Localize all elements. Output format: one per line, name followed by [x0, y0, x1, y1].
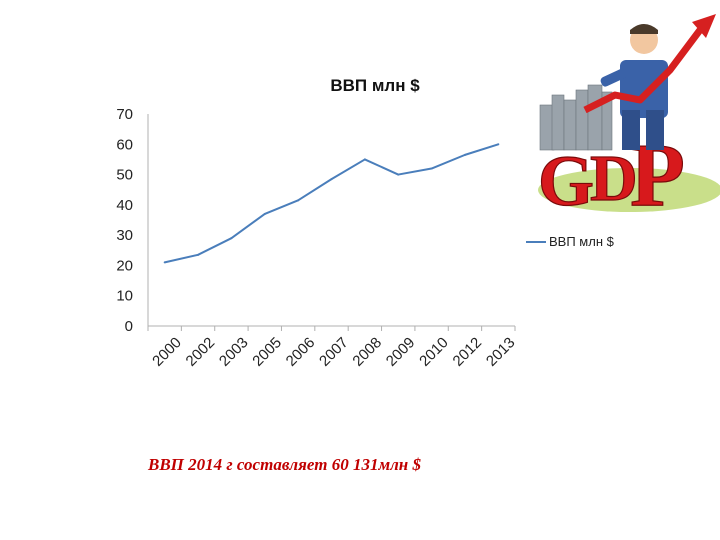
x-tick-label: 2002 [183, 334, 219, 370]
x-tick-label: 2012 [450, 334, 486, 370]
data-point [397, 173, 400, 176]
x-tick-label: 2009 [383, 334, 419, 370]
chart-title: ВВП млн $ [330, 76, 420, 95]
y-tick-labels: 0 10 20 30 40 50 60 70 [116, 106, 133, 335]
legend-label: ВВП млн $ [549, 234, 615, 249]
y-tick-label: 30 [116, 227, 133, 244]
data-point [230, 237, 233, 240]
x-tick-label: 2013 [483, 334, 519, 370]
data-point [430, 167, 433, 170]
x-tick-label: 2000 [149, 334, 185, 370]
data-point [263, 212, 266, 215]
x-tick-label: 2006 [283, 334, 319, 370]
x-tick-label: 2010 [416, 334, 452, 370]
gdp-letters-icon: G D P [537, 125, 685, 215]
series-line [164, 143, 499, 264]
data-point [363, 158, 366, 161]
data-point [197, 253, 200, 256]
y-tick-label: 0 [125, 318, 133, 335]
data-point [297, 199, 300, 202]
gdp-2014-caption: ВВП 2014 г составляет 60 131млн $ [148, 455, 421, 474]
x-tick-label: 2003 [216, 334, 252, 370]
gdp-businessman-illustration: G D P [537, 14, 720, 215]
green-splash-icon [538, 168, 720, 212]
series-group [163, 143, 500, 264]
city-buildings-icon [539, 84, 613, 151]
svg-text:D: D [590, 142, 638, 215]
data-point [463, 153, 466, 156]
x-tick-marks [147, 326, 516, 331]
data-point [330, 178, 333, 181]
rising-arrow-icon [583, 14, 716, 114]
y-tick-label: 20 [116, 257, 133, 274]
y-tick-label: 60 [116, 136, 133, 153]
y-tick-label: 70 [116, 106, 133, 123]
x-tick-labels: 2000200220032005200620072008200920102012… [149, 334, 518, 370]
data-point [163, 261, 166, 264]
svg-text:G: G [538, 141, 594, 215]
x-tick-label: 2008 [349, 334, 385, 370]
y-tick-label: 10 [116, 288, 133, 305]
y-tick-label: 40 [116, 197, 133, 214]
y-tick-label: 50 [116, 167, 133, 184]
x-tick-label: 2005 [249, 334, 285, 370]
businessman-icon [600, 24, 668, 150]
legend: ВВП млн $ [526, 234, 615, 249]
x-tick-label: 2007 [316, 334, 352, 370]
data-point [497, 143, 500, 146]
